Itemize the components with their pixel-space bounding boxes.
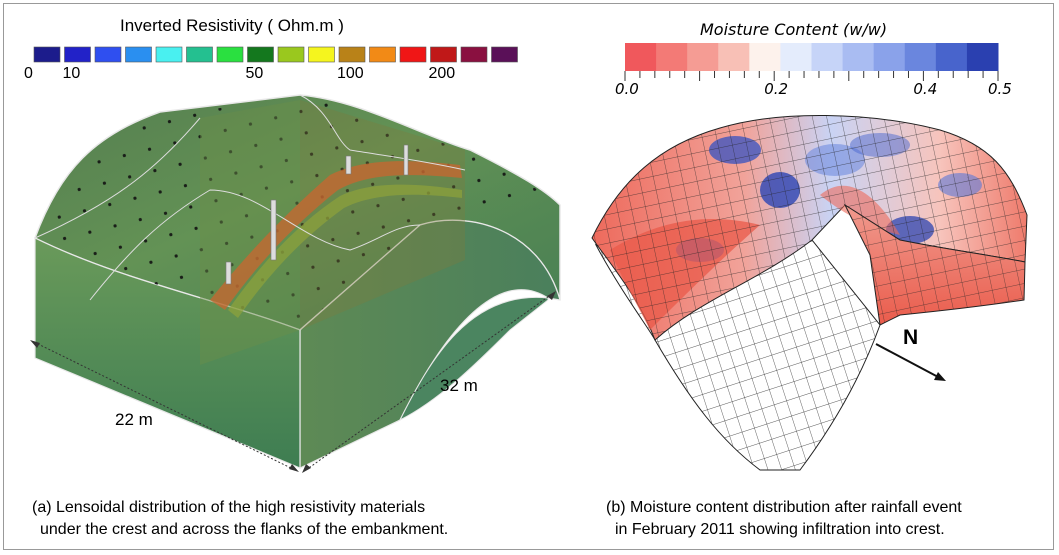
moisture-legend-title: Moisture Content (w/w) [700,20,888,39]
resistivity-tick-label: 200 [428,65,456,82]
resistivity-3d-model [30,94,561,473]
resistivity-legend-title: Inverted Resistivity ( Ohm.m ) [120,16,344,35]
resistivity-swatch [308,46,335,63]
moisture-color-scale [624,43,999,81]
resistivity-swatch [338,46,366,63]
moisture-swatch [935,43,968,71]
moisture-swatch [966,43,999,71]
north-label: N [903,326,919,349]
width-dimension-label: 22 m [115,410,153,429]
resistivity-swatch [491,46,518,63]
resistivity-swatch [94,46,122,63]
resistivity-swatch [247,46,274,63]
moisture-swatch [687,43,719,71]
resistivity-swatch [277,46,305,63]
moisture-tick-label: 0.2 [764,80,789,98]
resistivity-swatch [186,46,213,63]
moisture-swatch [780,43,812,71]
length-dimension-label: 32 m [440,376,478,395]
resistivity-color-scale [33,46,518,63]
caption-a-line2: under the crest and across the flanks of… [40,521,449,538]
resistivity-swatch [369,46,396,63]
resistivity-tick-label: 50 [245,65,264,82]
moisture-swatch [656,43,688,71]
moisture-tick-label: 0.0 [615,80,639,98]
moisture-swatch [625,43,657,71]
resistivity-swatch [125,46,152,63]
moisture-swatch [873,43,906,71]
moisture-tick-label: 0.4 [913,80,938,98]
moisture-swatch [718,43,750,71]
caption-b-line1: (b) Moisture content distribution after … [606,499,962,516]
moisture-tick-label: 0.5 [988,80,1012,98]
moisture-swatch [842,43,875,71]
moisture-swatch [904,43,937,71]
resistivity-swatch [430,46,457,63]
resistivity-tick-label: 10 [62,65,81,82]
moisture-swatch [811,43,844,71]
figure-frame [3,3,1054,550]
resistivity-tick-label: 100 [337,65,364,82]
resistivity-swatch [64,46,91,63]
caption-a-line1: (a) Lensoidal distribution of the high r… [32,499,426,516]
resistivity-swatch [399,46,427,63]
resistivity-swatch [216,46,244,63]
moisture-swatch [749,43,781,71]
moisture-3d-mesh [591,114,1028,471]
resistivity-tick-label: 0 [24,65,33,82]
resistivity-swatch [460,46,488,63]
resistivity-swatch [155,46,183,63]
caption-b-line2: in February 2011 showing infiltration in… [615,521,945,538]
resistivity-swatch [33,46,61,63]
